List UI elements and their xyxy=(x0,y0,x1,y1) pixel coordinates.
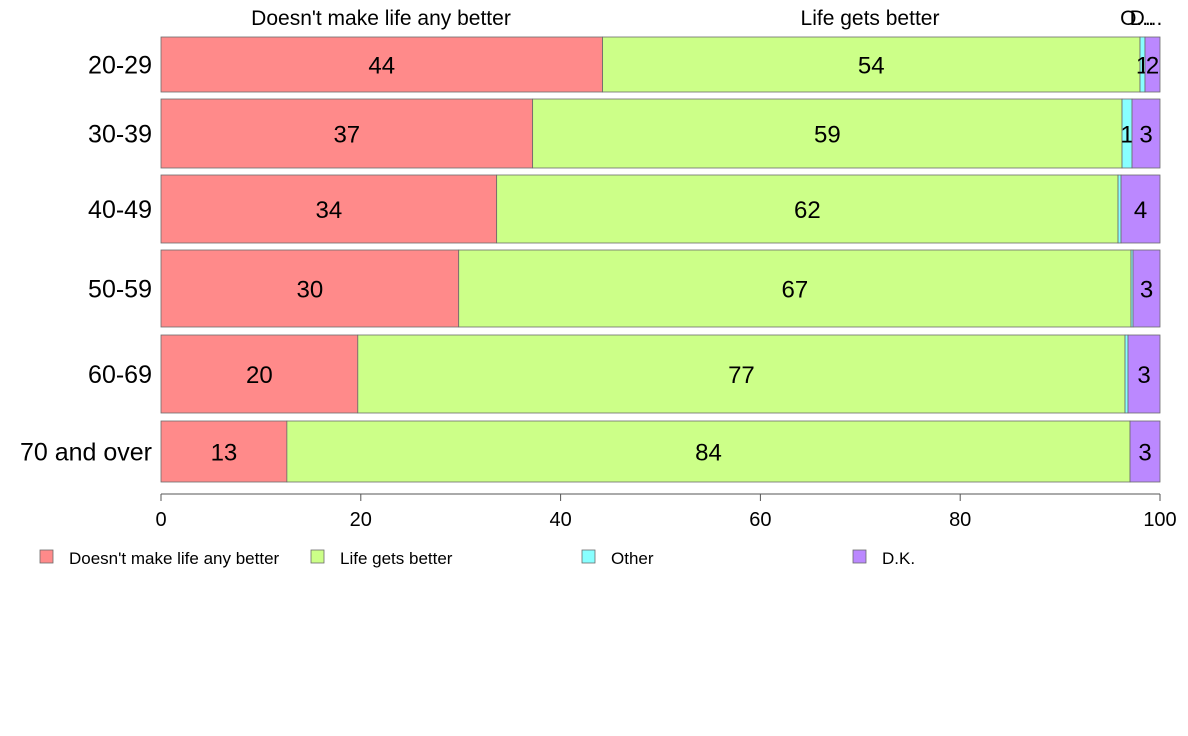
bar-life-gets-better-40-49 xyxy=(496,174,1119,244)
data-label-life-gets-better-40-49: 62 xyxy=(794,197,821,224)
header-label-2: O... xyxy=(1120,7,1154,30)
data-label-doesn-t-make-life-any-better-40-49: 34 xyxy=(315,197,342,224)
bar-d-k-40-49 xyxy=(1120,174,1161,244)
x-axis: 0 20 40 60 80 100 xyxy=(155,493,1177,531)
data-label-d-k-70-and-over: 3 xyxy=(1138,440,1151,467)
category-label-60-69: 60-69 xyxy=(88,361,152,389)
bar-d-k-60-69 xyxy=(1127,334,1161,414)
x-tick-label-40: 40 xyxy=(549,509,571,531)
bar-doesn-t-make-life-any-better-60-69 xyxy=(160,334,359,414)
legend-label-doesn-t-make-life-any-better: Doesn't make life any better xyxy=(69,549,280,568)
legend-swatch-other xyxy=(581,549,596,564)
data-label-life-gets-better-60-69: 77 xyxy=(728,362,755,389)
bar-doesn-t-make-life-any-better-70-and-over xyxy=(160,420,288,483)
data-label-life-gets-better-30-39: 59 xyxy=(814,122,841,149)
data-label-life-gets-better-20-29: 54 xyxy=(858,53,885,80)
bar-life-gets-better-20-29 xyxy=(602,36,1141,93)
header-label-1: Life gets better xyxy=(801,7,940,30)
x-tick-label-100: 100 xyxy=(1143,509,1176,531)
legend-swatch-d-k xyxy=(852,549,867,564)
bar-other-40-49 xyxy=(1117,174,1122,244)
legend: Doesn't make life any better Life gets be… xyxy=(39,549,915,568)
data-label-doesn-t-make-life-any-better-30-39: 37 xyxy=(333,122,360,149)
legend-label-d-k: D.K. xyxy=(882,549,915,568)
data-label-d-k-60-69: 3 xyxy=(1137,362,1150,389)
category-label-30-39: 30-39 xyxy=(88,121,152,149)
bar-life-gets-better-70-and-over xyxy=(286,420,1131,483)
data-label-life-gets-better-50-59: 67 xyxy=(782,277,809,304)
category-label-70-and-over: 70 and over xyxy=(20,439,152,467)
data-label-d-k-40-49: 4 xyxy=(1134,197,1147,224)
bar-life-gets-better-50-59 xyxy=(458,249,1132,328)
category-label-50-59: 50-59 xyxy=(88,276,152,304)
data-label-d-k-30-39: 3 xyxy=(1139,122,1152,149)
category-labels: 20-29 30-39 40-49 50-59 60-69 70 and over xyxy=(20,52,152,467)
data-label-doesn-t-make-life-any-better-20-29: 44 xyxy=(368,53,395,80)
header-label-0: Doesn't make life any better xyxy=(251,7,511,30)
legend-label-life-gets-better: Life gets better xyxy=(340,549,453,568)
bar-d-k-30-39 xyxy=(1131,98,1161,169)
bar-life-gets-better-60-69 xyxy=(357,334,1126,414)
bar-doesn-t-make-life-any-better-50-59 xyxy=(160,249,460,328)
data-label-doesn-t-make-life-any-better-50-59: 30 xyxy=(296,277,323,304)
x-tick-label-60: 60 xyxy=(749,509,771,531)
x-tick-label-0: 0 xyxy=(155,509,166,531)
bar-doesn-t-make-life-any-better-40-49 xyxy=(160,174,498,244)
data-label-d-k-50-59: 3 xyxy=(1140,277,1153,304)
bar-doesn-t-make-life-any-better-30-39 xyxy=(160,98,534,169)
legend-label-other: Other xyxy=(611,549,654,568)
bar-d-k-50-59 xyxy=(1132,249,1161,328)
category-label-40-49: 40-49 xyxy=(88,196,152,224)
x-tick-label-80: 80 xyxy=(949,509,971,531)
data-label-life-gets-better-70-and-over: 84 xyxy=(695,440,722,467)
series-header-labels: Doesn't make life any better Life gets be… xyxy=(251,7,1162,30)
category-label-20-29: 20-29 xyxy=(88,52,152,80)
data-label-other-30-39: 1 xyxy=(1120,122,1133,149)
bar-other-60-69 xyxy=(1124,334,1129,414)
legend-swatch-life-gets-better xyxy=(310,549,325,564)
bar-d-k-20-29 xyxy=(1144,36,1161,93)
legend-swatch-doesn-t-make-life-any-better xyxy=(39,549,54,564)
bar-d-k-70-and-over xyxy=(1129,420,1161,483)
data-label-doesn-t-make-life-any-better-60-69: 20 xyxy=(246,362,273,389)
data-label-d-k-20-29: 2 xyxy=(1146,53,1159,80)
data-label-doesn-t-make-life-any-better-70-and-over: 13 xyxy=(211,440,238,467)
header-label-3: D... xyxy=(1130,7,1163,30)
x-tick-label-20: 20 xyxy=(350,509,372,531)
